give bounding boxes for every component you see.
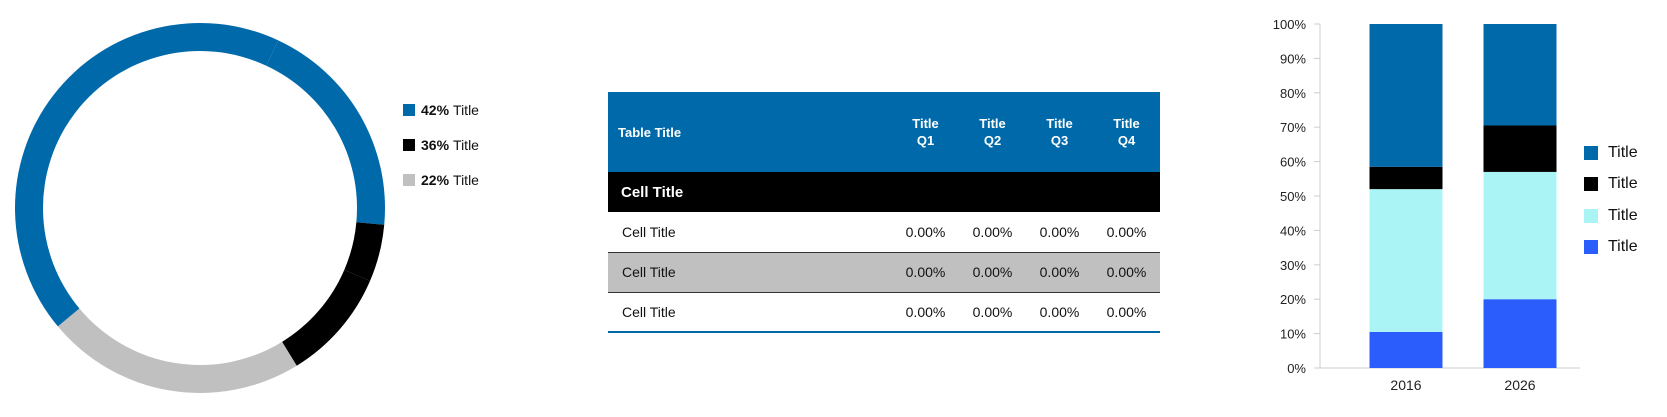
y-tick-label: 50% bbox=[1280, 189, 1306, 204]
donut-slice bbox=[15, 22, 279, 327]
bar-legend-item: Title bbox=[1584, 169, 1638, 201]
legend-swatch bbox=[403, 103, 415, 116]
donut-slice bbox=[57, 308, 297, 394]
cell-value: 0.00% bbox=[1093, 212, 1160, 253]
bar-segment bbox=[1369, 166, 1443, 190]
data-table: Table Title Title Q1 Title Q2 Title Q3 Titl… bbox=[608, 92, 1160, 333]
donut-legend-item: 36% Title bbox=[403, 127, 479, 162]
legend-label: Title bbox=[453, 101, 479, 118]
column-header-q4: Title Q4 bbox=[1113, 116, 1140, 148]
legend-pct: 22% bbox=[421, 171, 450, 188]
cell-value: 0.00% bbox=[1026, 292, 1093, 333]
legend-swatch bbox=[1584, 145, 1598, 160]
legend-label: Title bbox=[1608, 175, 1638, 193]
y-tick-label: 80% bbox=[1280, 86, 1306, 101]
y-tick-label: 40% bbox=[1280, 223, 1306, 238]
y-tick-label: 20% bbox=[1280, 292, 1306, 307]
y-tick-label: 30% bbox=[1280, 258, 1306, 273]
x-tick-label: 2016 bbox=[1390, 377, 1421, 393]
legend-label: Title bbox=[1608, 238, 1638, 256]
table-header-row: Table Title Title Q1 Title Q2 Title Q3 Titl… bbox=[608, 92, 1160, 172]
cell-value: 0.00% bbox=[892, 212, 959, 253]
y-tick-label: 60% bbox=[1280, 155, 1306, 170]
donut-legend-item: 42% Title bbox=[403, 92, 479, 127]
y-tick-label: 0% bbox=[1287, 361, 1306, 376]
column-header-q1: Title Q1 bbox=[912, 116, 939, 148]
cell-value: 0.00% bbox=[959, 252, 1026, 293]
bar-segment bbox=[1483, 299, 1557, 368]
legend-label: Title bbox=[1608, 143, 1638, 161]
section-title: Cell Title bbox=[621, 183, 684, 201]
legend-label: Title bbox=[453, 171, 479, 188]
cell-value: 0.00% bbox=[959, 292, 1026, 333]
donut-legend: 42% Title 36% Title 22% Title bbox=[403, 92, 479, 197]
legend-pct: 36% bbox=[421, 136, 450, 153]
column-header-q3: Title Q3 bbox=[1046, 116, 1073, 148]
y-tick-label: 100% bbox=[1273, 17, 1307, 32]
y-tick-label: 70% bbox=[1280, 120, 1306, 135]
cell-value: 0.00% bbox=[1026, 252, 1093, 293]
bar-segment bbox=[1483, 125, 1557, 172]
legend-swatch bbox=[403, 173, 415, 186]
bar-legend-item: Title bbox=[1584, 137, 1638, 169]
bar-legend-item: Title bbox=[1584, 232, 1638, 264]
x-tick-label: 2026 bbox=[1504, 377, 1535, 393]
row-label: Cell Title bbox=[608, 212, 892, 253]
legend-swatch bbox=[403, 138, 415, 151]
legend-label: Title bbox=[453, 136, 479, 153]
table-row: Cell Title 0.00% 0.00% 0.00% 0.00% bbox=[608, 252, 1160, 293]
legend-swatch bbox=[1584, 208, 1598, 223]
table-row: Cell Title 0.00% 0.00% 0.00% 0.00% bbox=[608, 292, 1160, 333]
table-row: Cell Title 0.00% 0.00% 0.00% 0.00% bbox=[608, 212, 1160, 253]
bar-segment bbox=[1369, 189, 1443, 332]
y-tick-label: 10% bbox=[1280, 327, 1306, 342]
legend-pct: 42% bbox=[421, 101, 450, 118]
legend-swatch bbox=[1584, 240, 1598, 255]
bar-segment bbox=[1369, 331, 1443, 368]
column-header-q2: Title Q2 bbox=[979, 116, 1006, 148]
bar-segment bbox=[1369, 24, 1443, 167]
cell-value: 0.00% bbox=[1026, 212, 1093, 253]
donut-chart bbox=[15, 22, 386, 394]
cell-value: 0.00% bbox=[959, 212, 1026, 253]
cell-value: 0.00% bbox=[892, 252, 959, 293]
cell-value: 0.00% bbox=[1093, 252, 1160, 293]
section-row: Cell Title bbox=[608, 172, 1160, 212]
row-label: Cell Title bbox=[608, 252, 892, 293]
donut-slice bbox=[266, 40, 386, 225]
bar-legend: Title Title Title Title bbox=[1584, 137, 1638, 263]
legend-label: Title bbox=[1608, 206, 1638, 224]
stacked-bar-chart: 0% 10% 20% 30% 40% 50% 60% 70% 80% 90% 100% 2016 202… bbox=[1273, 17, 1580, 393]
bar-segment bbox=[1483, 171, 1557, 300]
cell-value: 0.00% bbox=[892, 292, 959, 333]
cell-value: 0.00% bbox=[1093, 292, 1160, 333]
bar-legend-item: Title bbox=[1584, 200, 1638, 232]
donut-slice bbox=[344, 222, 385, 281]
legend-swatch bbox=[1584, 177, 1598, 192]
donut-legend-item: 22% Title bbox=[403, 162, 479, 197]
row-label: Cell Title bbox=[608, 292, 892, 333]
y-tick-label: 90% bbox=[1280, 51, 1306, 66]
table-title: Table Title bbox=[618, 124, 682, 140]
bar-segment bbox=[1483, 24, 1557, 126]
donut-slice bbox=[282, 269, 371, 366]
